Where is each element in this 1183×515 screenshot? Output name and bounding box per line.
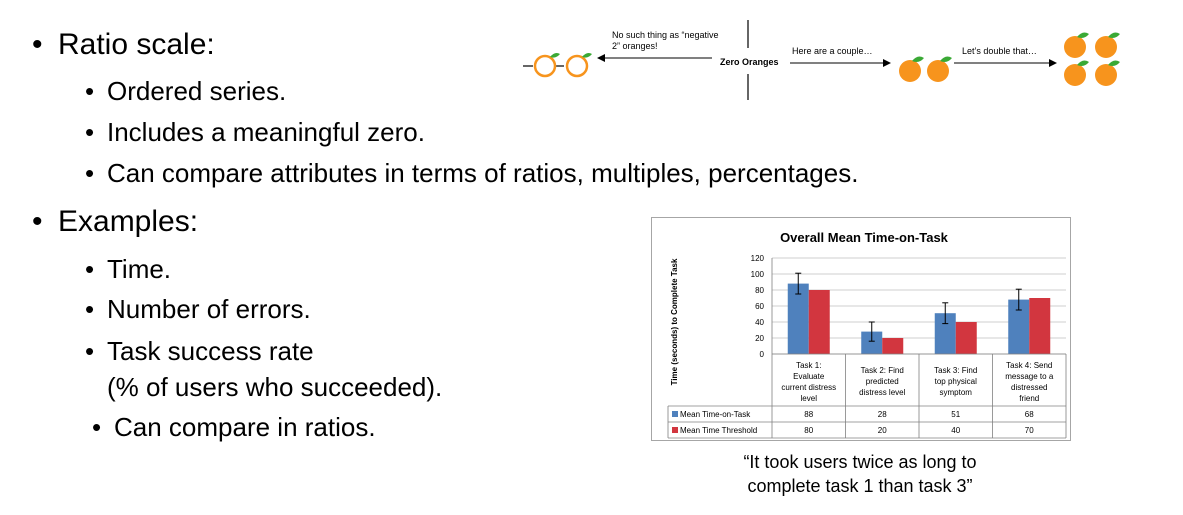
x-category-label: current distress — [781, 383, 836, 392]
bullet-task-success-rate: Task success rate — [85, 336, 314, 367]
bullet-examples: Examples: — [32, 205, 198, 239]
orange-icon — [1095, 32, 1120, 58]
bar-threshold — [1029, 298, 1051, 354]
chart-svg: Overall Mean Time-on-Task Time (seconds) … — [667, 230, 1067, 439]
bar-mean-time — [861, 331, 883, 354]
table-value: 68 — [1025, 410, 1034, 419]
table-value: 88 — [804, 410, 813, 419]
table-value: 70 — [1025, 426, 1034, 435]
orange-icon — [1095, 60, 1120, 86]
table-value: 20 — [878, 426, 887, 435]
legend-swatch — [672, 411, 678, 417]
caption-line2: complete task 1 than task 3” — [747, 476, 973, 496]
bullet-ratio-scale: Ratio scale: — [32, 28, 215, 62]
couple-label: Here are a couple… — [792, 46, 873, 56]
x-category-label: symptom — [940, 388, 973, 397]
legend-swatch — [672, 427, 678, 433]
y-tick-label: 120 — [751, 254, 765, 263]
x-category-label: distress level — [859, 388, 905, 397]
bullet-number-of-errors: Number of errors. — [85, 294, 311, 325]
zero-oranges-diagram: No such thing as “negative 2” oranges! Z… — [500, 14, 1180, 106]
table-value: 80 — [804, 426, 813, 435]
y-tick-label: 0 — [760, 350, 765, 359]
x-category-label: top physical — [935, 377, 977, 386]
zero-oranges-label: Zero Oranges — [720, 57, 779, 67]
y-tick-label: 20 — [755, 334, 764, 343]
caption-line1: “It took users twice as long to — [743, 452, 977, 472]
diagram-graphic — [523, 20, 1120, 100]
chart-title: Overall Mean Time-on-Task — [780, 230, 949, 245]
bullet-compare-ratios-multiples: Can compare attributes in terms of ratio… — [85, 158, 858, 189]
bullet-time: Time. — [85, 254, 171, 285]
x-category-label: Task 1: — [796, 361, 821, 370]
hollow-orange-icon — [533, 54, 557, 78]
legend-entry: Mean Time-on-Task — [680, 410, 751, 419]
bar-threshold — [882, 338, 904, 354]
table-value: 51 — [951, 410, 960, 419]
time-on-task-chart: Overall Mean Time-on-Task Time (seconds) … — [651, 217, 1071, 441]
y-axis-label: Time (seconds) to Complete Task — [670, 258, 679, 385]
orange-icon — [1064, 32, 1089, 58]
x-category-label: level — [801, 394, 818, 403]
bar-threshold — [955, 322, 977, 354]
x-category-label: predicted — [866, 377, 899, 386]
y-tick-label: 100 — [751, 270, 765, 279]
orange-icon — [927, 56, 952, 82]
table-value: 40 — [951, 426, 960, 435]
y-tick-label: 60 — [755, 302, 764, 311]
x-category-label: Task 4: Send — [1006, 361, 1052, 370]
bar-mean-time — [1008, 299, 1030, 354]
orange-icon — [899, 56, 924, 82]
hollow-orange-icon — [565, 54, 589, 78]
bar-threshold — [808, 290, 830, 354]
x-category-label: Task 3: Find — [934, 366, 977, 375]
negative-note-line2: 2” oranges! — [612, 41, 658, 51]
bullet-can-compare-in-ratios: Can compare in ratios. — [92, 412, 376, 443]
x-category-label: distressed — [1011, 383, 1047, 392]
legend-entry: Mean Time Threshold — [680, 426, 757, 435]
y-tick-label: 80 — [755, 286, 764, 295]
bullet-meaningful-zero: Includes a meaningful zero. — [85, 117, 425, 148]
leaf-icon — [550, 53, 560, 58]
leaf-icon — [582, 53, 592, 58]
chart-caption: “It took users twice as long to complete… — [700, 450, 1020, 498]
bar-mean-time — [787, 283, 809, 354]
x-category-label: message to a — [1005, 372, 1054, 381]
x-category-label: Task 2: Find — [861, 366, 904, 375]
bullet-task-success-rate-cont: (% of users who succeeded). — [107, 372, 443, 402]
table-value: 28 — [878, 410, 887, 419]
x-category-label: friend — [1019, 394, 1039, 403]
bar-mean-time — [934, 313, 956, 354]
y-tick-label: 40 — [755, 318, 764, 327]
negative-note-line1: No such thing as “negative — [612, 30, 719, 40]
bullet-ordered-series: Ordered series. — [85, 76, 286, 107]
orange-icon — [1064, 60, 1089, 86]
x-category-label: Evaluate — [793, 372, 825, 381]
double-label: Let’s double that… — [962, 46, 1037, 56]
